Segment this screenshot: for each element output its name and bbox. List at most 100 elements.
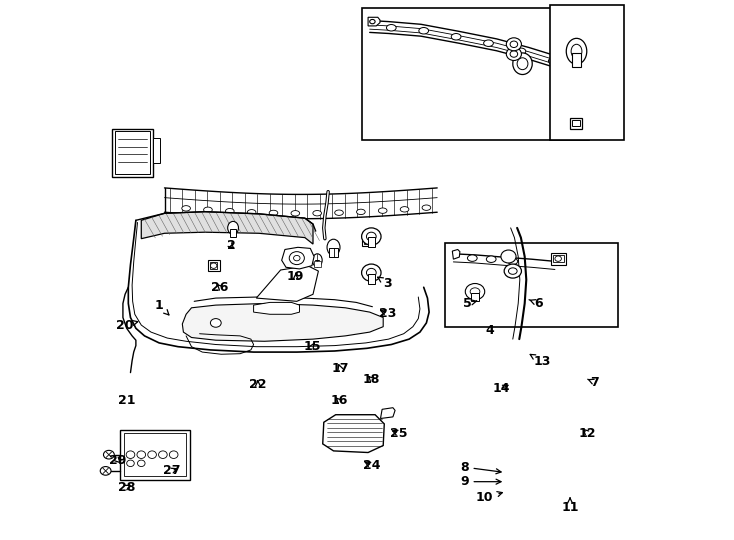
Bar: [576, 62, 582, 66]
Text: 1: 1: [155, 299, 169, 315]
Ellipse shape: [370, 19, 375, 24]
Text: 13: 13: [530, 354, 551, 368]
Ellipse shape: [400, 207, 409, 212]
Polygon shape: [141, 212, 313, 244]
Ellipse shape: [504, 264, 521, 278]
Ellipse shape: [148, 451, 156, 458]
Bar: [368, 274, 375, 284]
Text: 16: 16: [330, 394, 348, 407]
Ellipse shape: [501, 250, 516, 263]
Ellipse shape: [313, 254, 322, 267]
Ellipse shape: [291, 211, 299, 216]
Bar: [115, 131, 150, 174]
Ellipse shape: [422, 205, 431, 211]
Text: 6: 6: [529, 297, 543, 310]
Polygon shape: [575, 60, 586, 67]
Bar: [230, 229, 236, 237]
Bar: [153, 138, 160, 163]
Text: 4: 4: [486, 324, 495, 337]
Ellipse shape: [362, 228, 381, 245]
Text: 11: 11: [562, 498, 579, 514]
Ellipse shape: [159, 451, 167, 458]
Ellipse shape: [225, 208, 234, 214]
Ellipse shape: [182, 206, 190, 211]
Bar: [362, 232, 374, 246]
Ellipse shape: [294, 255, 300, 261]
Polygon shape: [368, 17, 380, 26]
Text: 14: 14: [493, 382, 509, 395]
Bar: [362, 8, 589, 140]
Text: 18: 18: [363, 373, 380, 386]
Text: 27: 27: [163, 464, 181, 477]
Ellipse shape: [571, 44, 582, 58]
Ellipse shape: [555, 256, 562, 261]
Text: 17: 17: [331, 362, 349, 375]
Ellipse shape: [228, 221, 239, 234]
Bar: [573, 53, 581, 67]
Text: 21: 21: [118, 394, 136, 407]
Text: 22: 22: [249, 378, 266, 391]
Ellipse shape: [468, 255, 477, 261]
Text: 24: 24: [363, 459, 380, 472]
Text: 26: 26: [211, 281, 229, 294]
Text: 8: 8: [460, 461, 501, 474]
Bar: [570, 118, 582, 129]
Ellipse shape: [269, 210, 277, 215]
Text: 28: 28: [118, 481, 135, 494]
Bar: [112, 129, 153, 177]
Polygon shape: [254, 302, 299, 314]
Text: 19: 19: [287, 270, 305, 283]
Ellipse shape: [211, 319, 221, 327]
Bar: [208, 260, 219, 271]
Ellipse shape: [327, 239, 340, 255]
Ellipse shape: [470, 288, 480, 295]
Ellipse shape: [379, 208, 387, 213]
Text: 20: 20: [116, 319, 138, 332]
Ellipse shape: [366, 232, 377, 241]
Ellipse shape: [103, 450, 115, 459]
Ellipse shape: [516, 48, 526, 55]
Ellipse shape: [484, 40, 493, 46]
Ellipse shape: [508, 258, 517, 265]
Ellipse shape: [419, 28, 429, 34]
Ellipse shape: [465, 284, 484, 300]
Ellipse shape: [548, 58, 558, 64]
Ellipse shape: [289, 252, 305, 265]
Ellipse shape: [517, 58, 528, 70]
Ellipse shape: [211, 263, 217, 268]
Bar: [210, 262, 217, 269]
Text: 2: 2: [227, 239, 236, 252]
Ellipse shape: [451, 33, 461, 40]
Text: 7: 7: [588, 376, 599, 389]
Bar: [553, 255, 564, 262]
Ellipse shape: [510, 41, 517, 48]
Ellipse shape: [127, 460, 134, 467]
Ellipse shape: [335, 210, 344, 215]
Ellipse shape: [247, 210, 256, 215]
Polygon shape: [282, 247, 314, 269]
Text: 9: 9: [460, 475, 501, 488]
Bar: [364, 234, 371, 244]
Polygon shape: [256, 266, 319, 301]
Bar: [124, 433, 186, 476]
Bar: [314, 261, 321, 267]
Ellipse shape: [487, 256, 496, 262]
Ellipse shape: [137, 460, 145, 467]
Ellipse shape: [170, 451, 178, 458]
Ellipse shape: [313, 211, 321, 216]
Bar: [573, 120, 580, 126]
Ellipse shape: [513, 53, 532, 75]
Text: 23: 23: [379, 307, 396, 320]
Ellipse shape: [566, 38, 586, 64]
Ellipse shape: [137, 451, 145, 458]
Ellipse shape: [366, 268, 377, 277]
Polygon shape: [323, 415, 385, 453]
Text: 10: 10: [476, 491, 502, 504]
Polygon shape: [182, 303, 383, 341]
Ellipse shape: [357, 209, 366, 214]
Bar: [550, 5, 623, 140]
Bar: [550, 253, 566, 265]
Bar: [368, 237, 375, 247]
Ellipse shape: [510, 51, 517, 57]
Ellipse shape: [506, 38, 521, 51]
